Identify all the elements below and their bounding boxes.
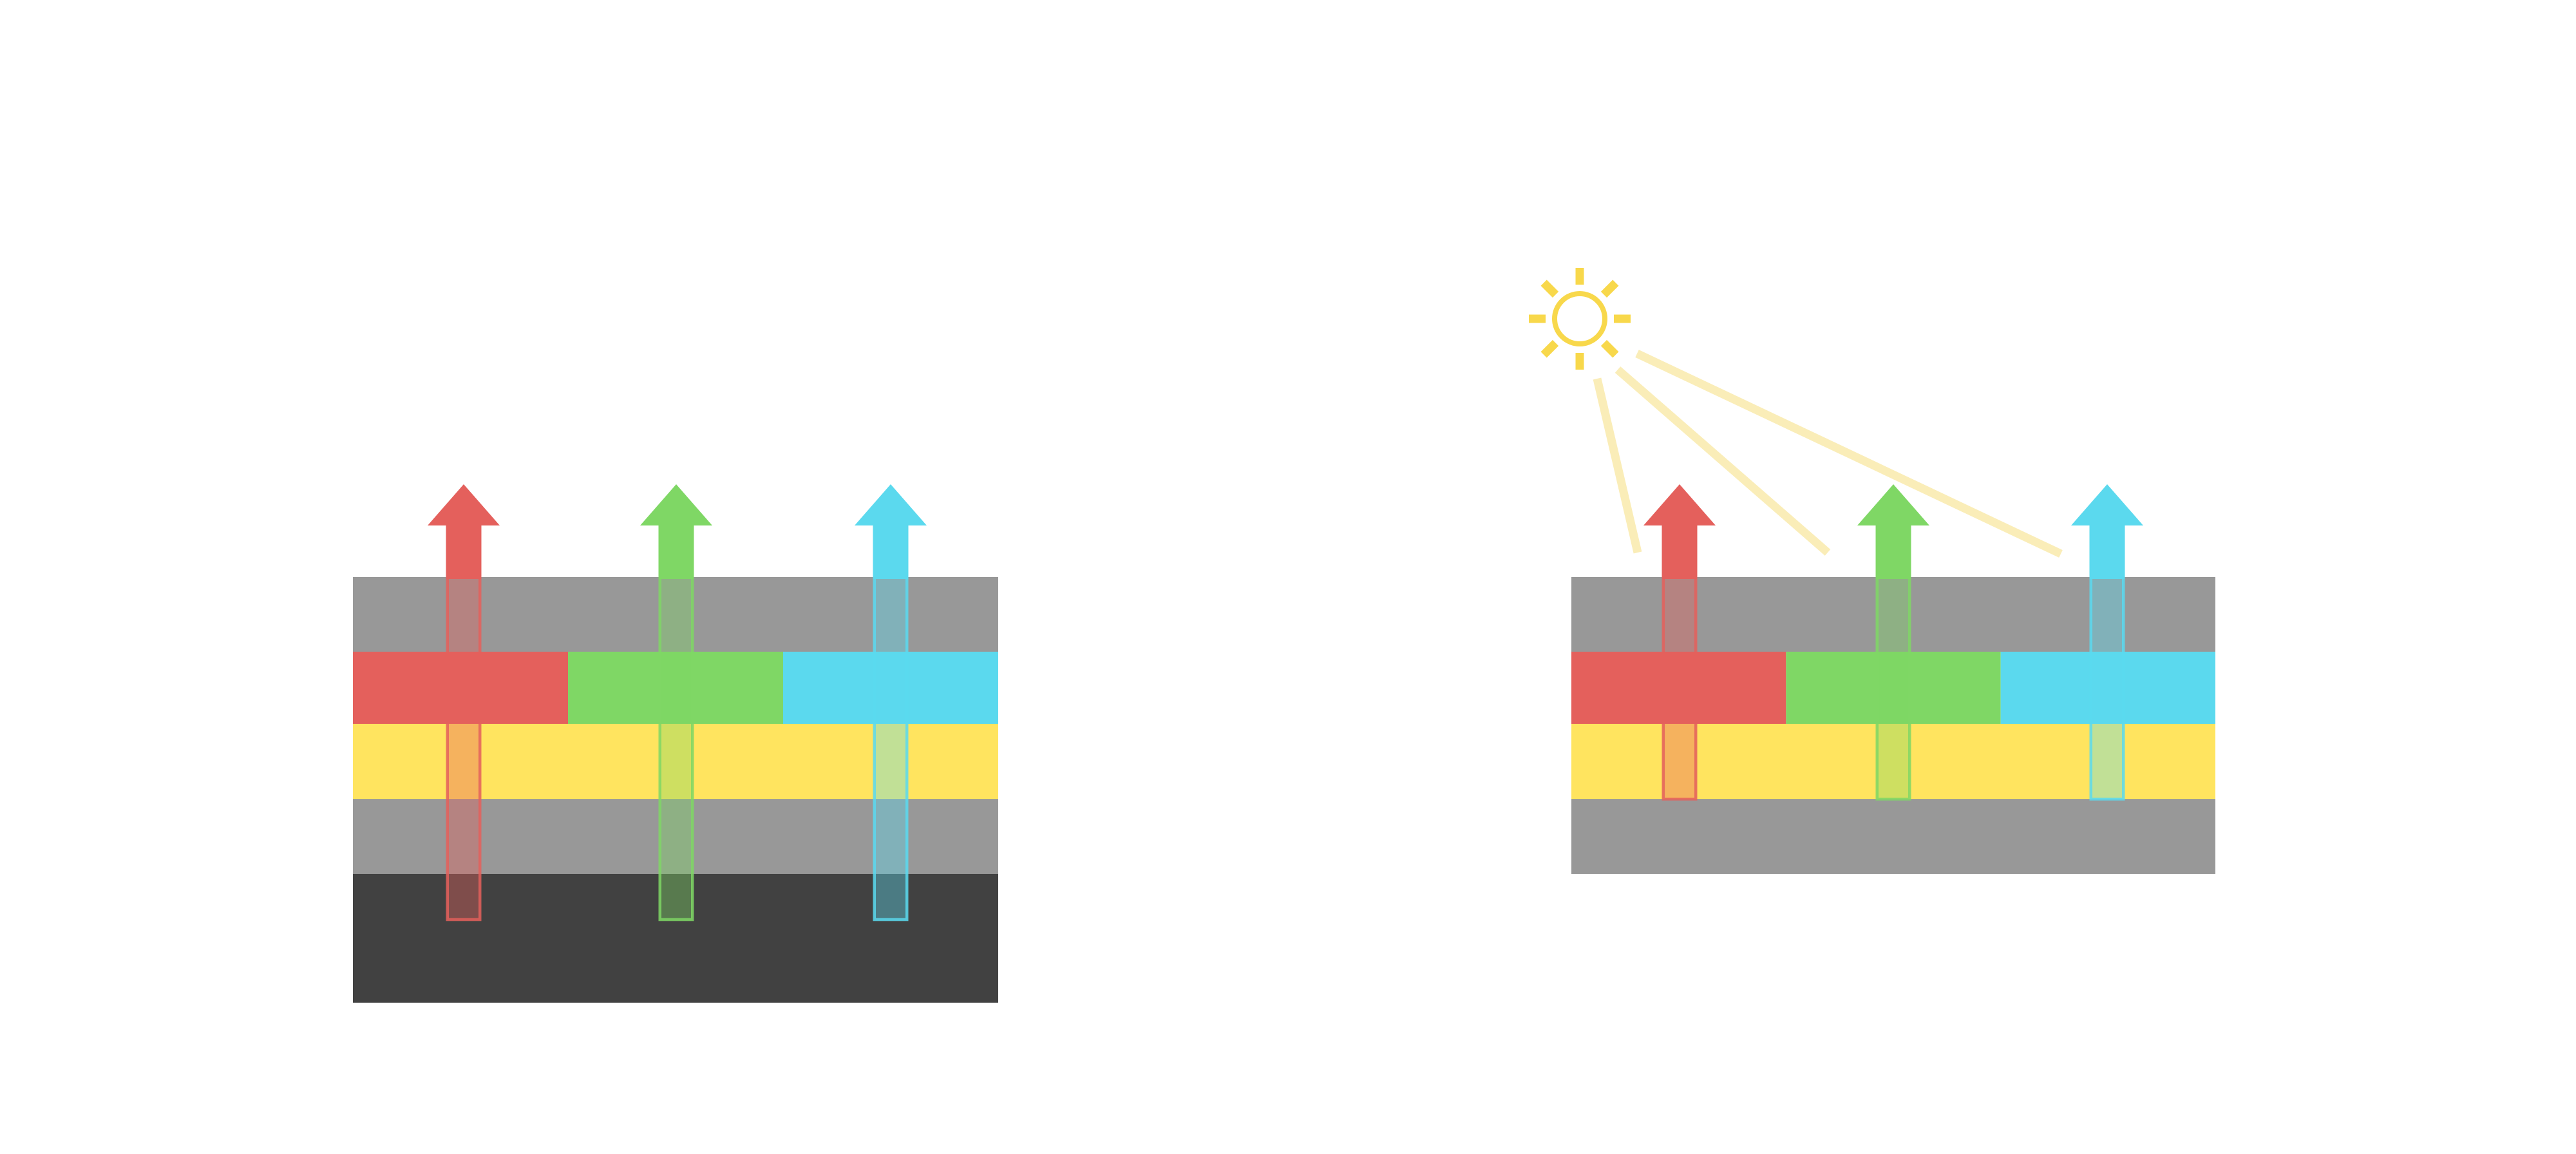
arrow-shaft-overlay [873,575,909,922]
arrow-shaft-overlay [658,575,694,922]
arrow-head [2071,484,2143,579]
sun-ray-tick [1540,279,1559,298]
bottom-glass-layer [353,799,998,874]
green-subpixel-segment [1786,652,2001,724]
blue-light-arrow [855,484,927,922]
sun-ray-tick [1575,353,1584,370]
bottom-glass-layer [1571,799,2215,874]
arrow-shaft-overlay [446,575,482,922]
backlit-display-panel [353,484,998,1003]
sunlit-display-panel [1529,268,2215,874]
blue-subpixel-segment [783,652,998,724]
arrow-head [855,484,927,579]
backlight-layer [353,874,998,1003]
sun-ring [1552,291,1607,346]
top-glass-layer [1571,577,2215,652]
blue-light-arrow [2071,484,2143,801]
green-subpixel-segment [568,652,783,724]
sun-ray-tick [1575,268,1584,285]
blue-subpixel-segment [2000,652,2215,724]
red-subpixel-segment [1571,652,1786,724]
liquid-crystal-layer [1571,724,2215,799]
liquid-crystal-layer [353,724,998,799]
arrow-shaft-overlay [2089,575,2125,801]
green-light-arrow [640,484,712,922]
green-light-arrow [1857,484,1929,801]
arrow-head [428,484,500,579]
sun-ray-tick [1540,339,1559,358]
sun-icon [1529,268,2063,558]
red-light-arrow [1643,484,1716,801]
layer-stack [353,577,998,1003]
red-subpixel-segment [353,652,568,724]
red-light-arrow [428,484,500,922]
sun-ray-tick [1600,279,1619,298]
arrow-head [640,484,712,579]
sun-beam [1635,350,2063,558]
sun-ray-tick [1529,314,1546,323]
top-glass-layer [353,577,998,652]
sun-ray-tick [1614,314,1631,323]
layer-stack [1571,577,2215,874]
arrow-head [1857,484,1929,579]
arrow-shaft-overlay [1662,575,1698,801]
sun-beam [1593,377,1642,554]
arrow-shaft-overlay [1875,575,1911,801]
sun-ray-tick [1600,339,1619,358]
sun-beam [1615,366,1831,556]
arrow-head [1643,484,1716,579]
